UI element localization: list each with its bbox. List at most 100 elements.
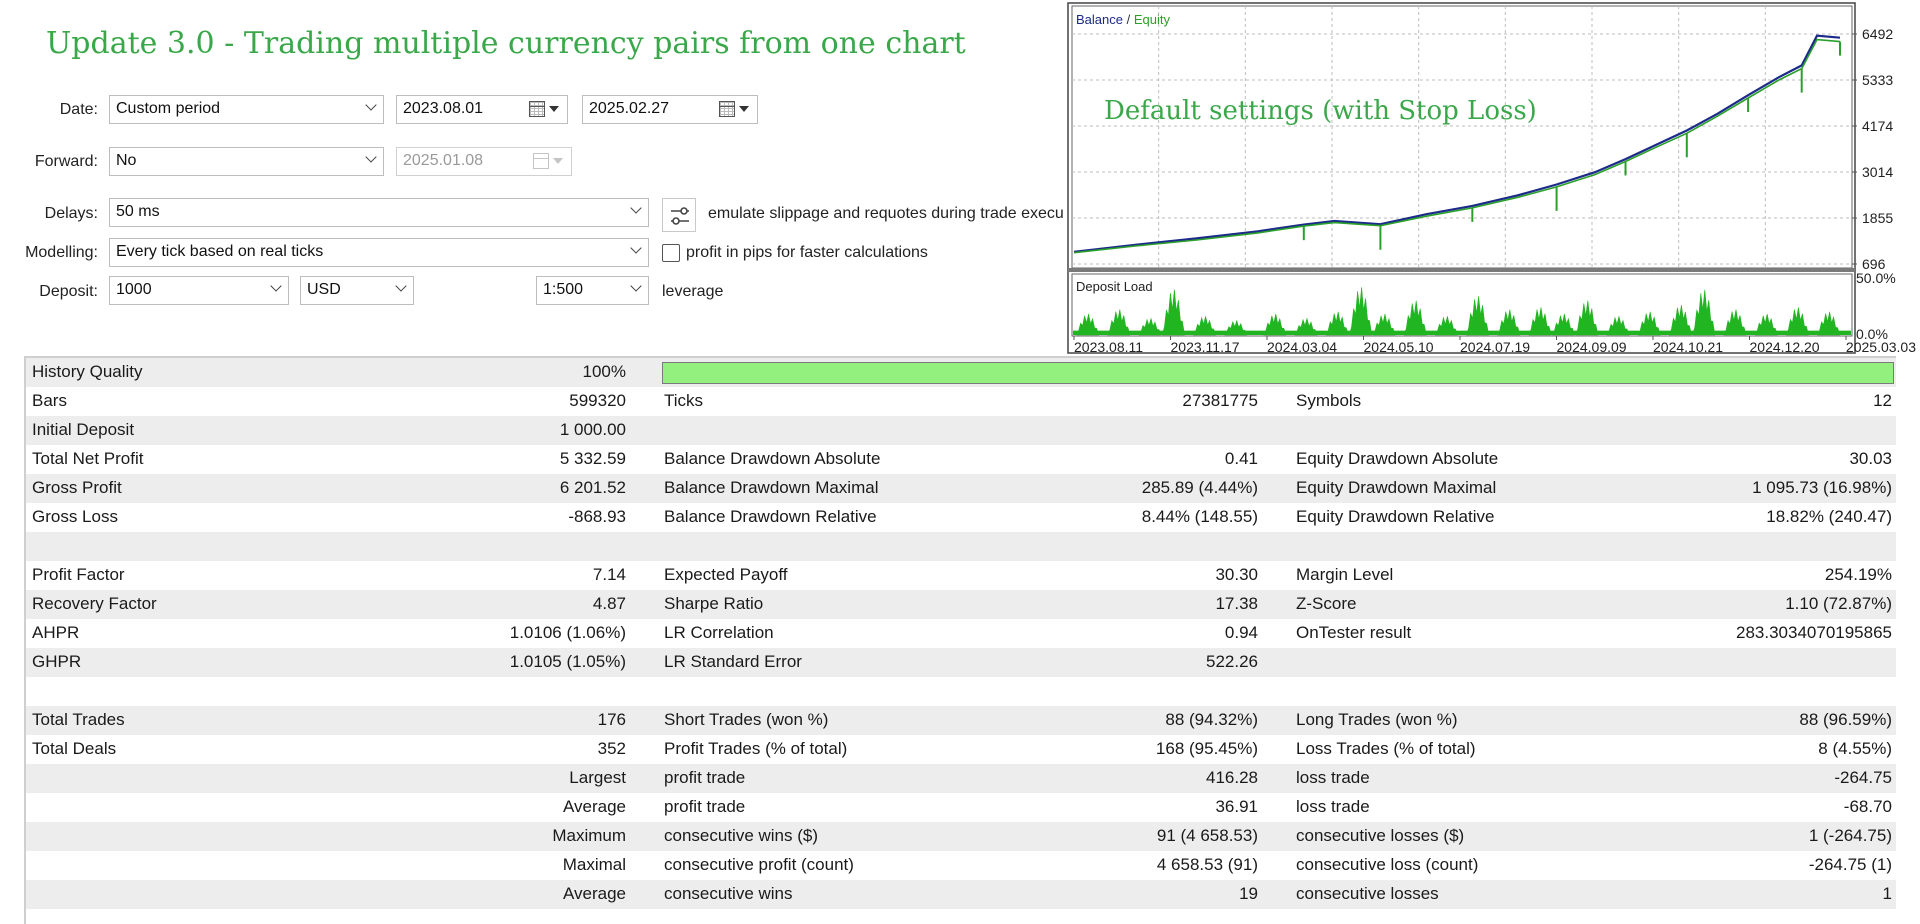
table-cell-label: OnTester result (1296, 623, 1412, 642)
table-cell-value: 18.82% (240.47) (1766, 507, 1892, 526)
date-to-value: 2025.02.27 (589, 100, 670, 117)
delays-label: Delays: (44, 205, 98, 222)
table-cell-value: 416.28 (1206, 768, 1258, 787)
forward-date-picker: 2025.01.08 (396, 147, 572, 176)
table-cell-label: LR Correlation (664, 623, 774, 642)
calendar-icon (533, 153, 563, 171)
date-mode-select[interactable]: Custom period (109, 95, 384, 124)
table-row: Maximum consecutive wins ($) 91 (4 658.53)… (26, 822, 1896, 851)
table-cell-value: Average (562, 884, 626, 903)
y-tick-label: 3014 (1862, 164, 1893, 180)
x-tick-label: 2023.08.11 (1074, 339, 1143, 354)
forward-mode-value: No (116, 152, 137, 169)
table-cell-value: 8 (4.55%) (1818, 739, 1892, 758)
chevron-down-icon (271, 283, 281, 293)
table-cell-label: Symbols (1296, 391, 1362, 410)
currency-select[interactable]: USD (300, 276, 414, 305)
table-cell-label: Total Trades (32, 710, 125, 729)
modelling-select[interactable]: Every tick based on real ticks (109, 238, 649, 267)
table-cell-label: Balance Drawdown Maximal (664, 478, 879, 497)
table-cell-label: consecutive loss (count) (1296, 855, 1479, 874)
table-cell-value: 30.30 (1215, 565, 1258, 584)
table-cell-label: Equity Drawdown Maximal (1296, 478, 1497, 497)
chevron-down-icon (396, 283, 406, 293)
leverage-select[interactable]: 1:500 (536, 276, 649, 305)
table-cell-label: Total Deals (32, 739, 117, 758)
overlay-caption: Default settings (with Stop Loss) (1104, 96, 1537, 126)
table-row: Average consecutive wins 19 consecutive los… (26, 880, 1896, 909)
table-cell-label: Sharpe Ratio (664, 594, 764, 613)
table-cell-label: consecutive wins (664, 884, 793, 903)
table-cell-value: 4 658.53 (91) (1156, 855, 1258, 874)
deposit-label: Deposit: (39, 283, 98, 300)
deposit-y-tick-label: 0.0% (1856, 326, 1888, 342)
legend-equity: Equity (1134, 12, 1171, 27)
slippage-settings-button[interactable] (662, 198, 696, 232)
table-row: Total Trades 176 Short Trades (won %) 88 (9… (26, 706, 1896, 735)
table-row: Total Deals 352 Profit Trades (% of total)… (26, 735, 1896, 764)
table-cell-label: Recovery Factor (32, 594, 157, 613)
deposit-select[interactable]: 1000 (109, 276, 289, 305)
legend-separator: / (1123, 12, 1134, 27)
table-cell-value: 352 (597, 739, 626, 758)
table-cell-value: 1 095.73 (16.98%) (1752, 478, 1892, 497)
date-from-picker[interactable]: 2023.08.01 (396, 95, 568, 124)
table-cell-value: Maximum (552, 826, 626, 845)
leverage-text: leverage (662, 283, 724, 300)
table-cell-value: -68.70 (1843, 797, 1892, 816)
table-cell-label: Gross Profit (32, 478, 122, 497)
table-row: Gross Loss -868.93 Balance Drawdown Relati… (26, 503, 1896, 532)
table-cell-label: loss trade (1296, 797, 1370, 816)
x-tick-label: 2024.05.10 (1364, 339, 1434, 354)
y-tick-label: 696 (1862, 256, 1886, 272)
x-tick-label: 2024.12.20 (1750, 339, 1820, 354)
chart-frame (1067, 2, 1856, 354)
forward-mode-select[interactable]: No (109, 147, 384, 176)
table-cell-label: profit trade (664, 797, 746, 816)
table-cell-value: 12 (1873, 391, 1892, 410)
table-row: Average profit trade 36.91 loss trade -68.70 (26, 793, 1896, 822)
x-tick-label: 2024.03.04 (1267, 339, 1337, 354)
chevron-down-icon (631, 283, 641, 293)
x-tick-label: 2024.10.21 (1653, 339, 1723, 354)
headline: Update 3.0 - Trading multiple currency p… (46, 26, 966, 61)
delays-select[interactable]: 50 ms (109, 198, 649, 227)
table-cell-value: Maximal (562, 855, 626, 874)
x-tick-label: 2024.07.19 (1460, 339, 1530, 354)
calendar-icon[interactable] (719, 101, 749, 119)
table-cell-value: 91 (4 658.53) (1156, 826, 1258, 845)
table-cell-label: Equity Drawdown Absolute (1296, 449, 1499, 468)
table-row: Largest profit trade 416.28 loss trade -264.… (26, 764, 1896, 793)
chevron-down-icon (631, 245, 641, 255)
table-cell-label: Expected Payoff (664, 565, 788, 584)
table-row: Profit Factor 7.14 Expected Payoff 30.30 Mar… (26, 561, 1896, 590)
table-cell-value: 168 (95.45%) (1155, 739, 1258, 758)
modelling-value: Every tick based on real ticks (116, 243, 324, 260)
table-cell-value: 1.10 (72.87%) (1785, 594, 1892, 613)
table-cell-value: 36.91 (1215, 797, 1258, 816)
history-quality-bar (662, 362, 1894, 384)
table-row: Bars 599320 Ticks 27381775 Symbols 12 (26, 387, 1896, 416)
table-cell-label: Initial Deposit (32, 420, 135, 439)
table-row: GHPR 1.0105 (1.05%) LR Standard Error 522.2… (26, 648, 1896, 677)
date-mode-value: Custom period (116, 100, 221, 117)
table-cell-value: 4.87 (592, 594, 626, 613)
table-cell-label: Bars (32, 391, 67, 410)
table-cell-value: 1 000.00 (559, 420, 626, 439)
table-cell-value: Average (562, 797, 626, 816)
table-cell-value: 283.3034070195865 (1736, 623, 1892, 642)
x-tick-label: 2025.03.03 (1846, 339, 1916, 354)
plot-divider (1068, 268, 1855, 272)
calendar-icon[interactable] (529, 101, 559, 119)
table-cell-label: GHPR (32, 652, 82, 671)
table-cell-label: consecutive losses ($) (1296, 826, 1465, 845)
slippage-text: emulate slippage and requotes during tra… (708, 205, 1064, 222)
pips-checkbox[interactable] (662, 244, 680, 262)
history-quality-label: History Quality (32, 362, 143, 381)
report-table: History Quality 100% Bars 599320 Ticks 2738… (24, 356, 1896, 924)
plot-area (1071, 5, 1853, 269)
date-to-picker[interactable]: 2025.02.27 (582, 95, 758, 124)
chart-legend: Balance / Equity (1076, 12, 1170, 27)
table-cell-value: 176 (597, 710, 626, 729)
pips-text: profit in pips for faster calculations (686, 244, 928, 261)
